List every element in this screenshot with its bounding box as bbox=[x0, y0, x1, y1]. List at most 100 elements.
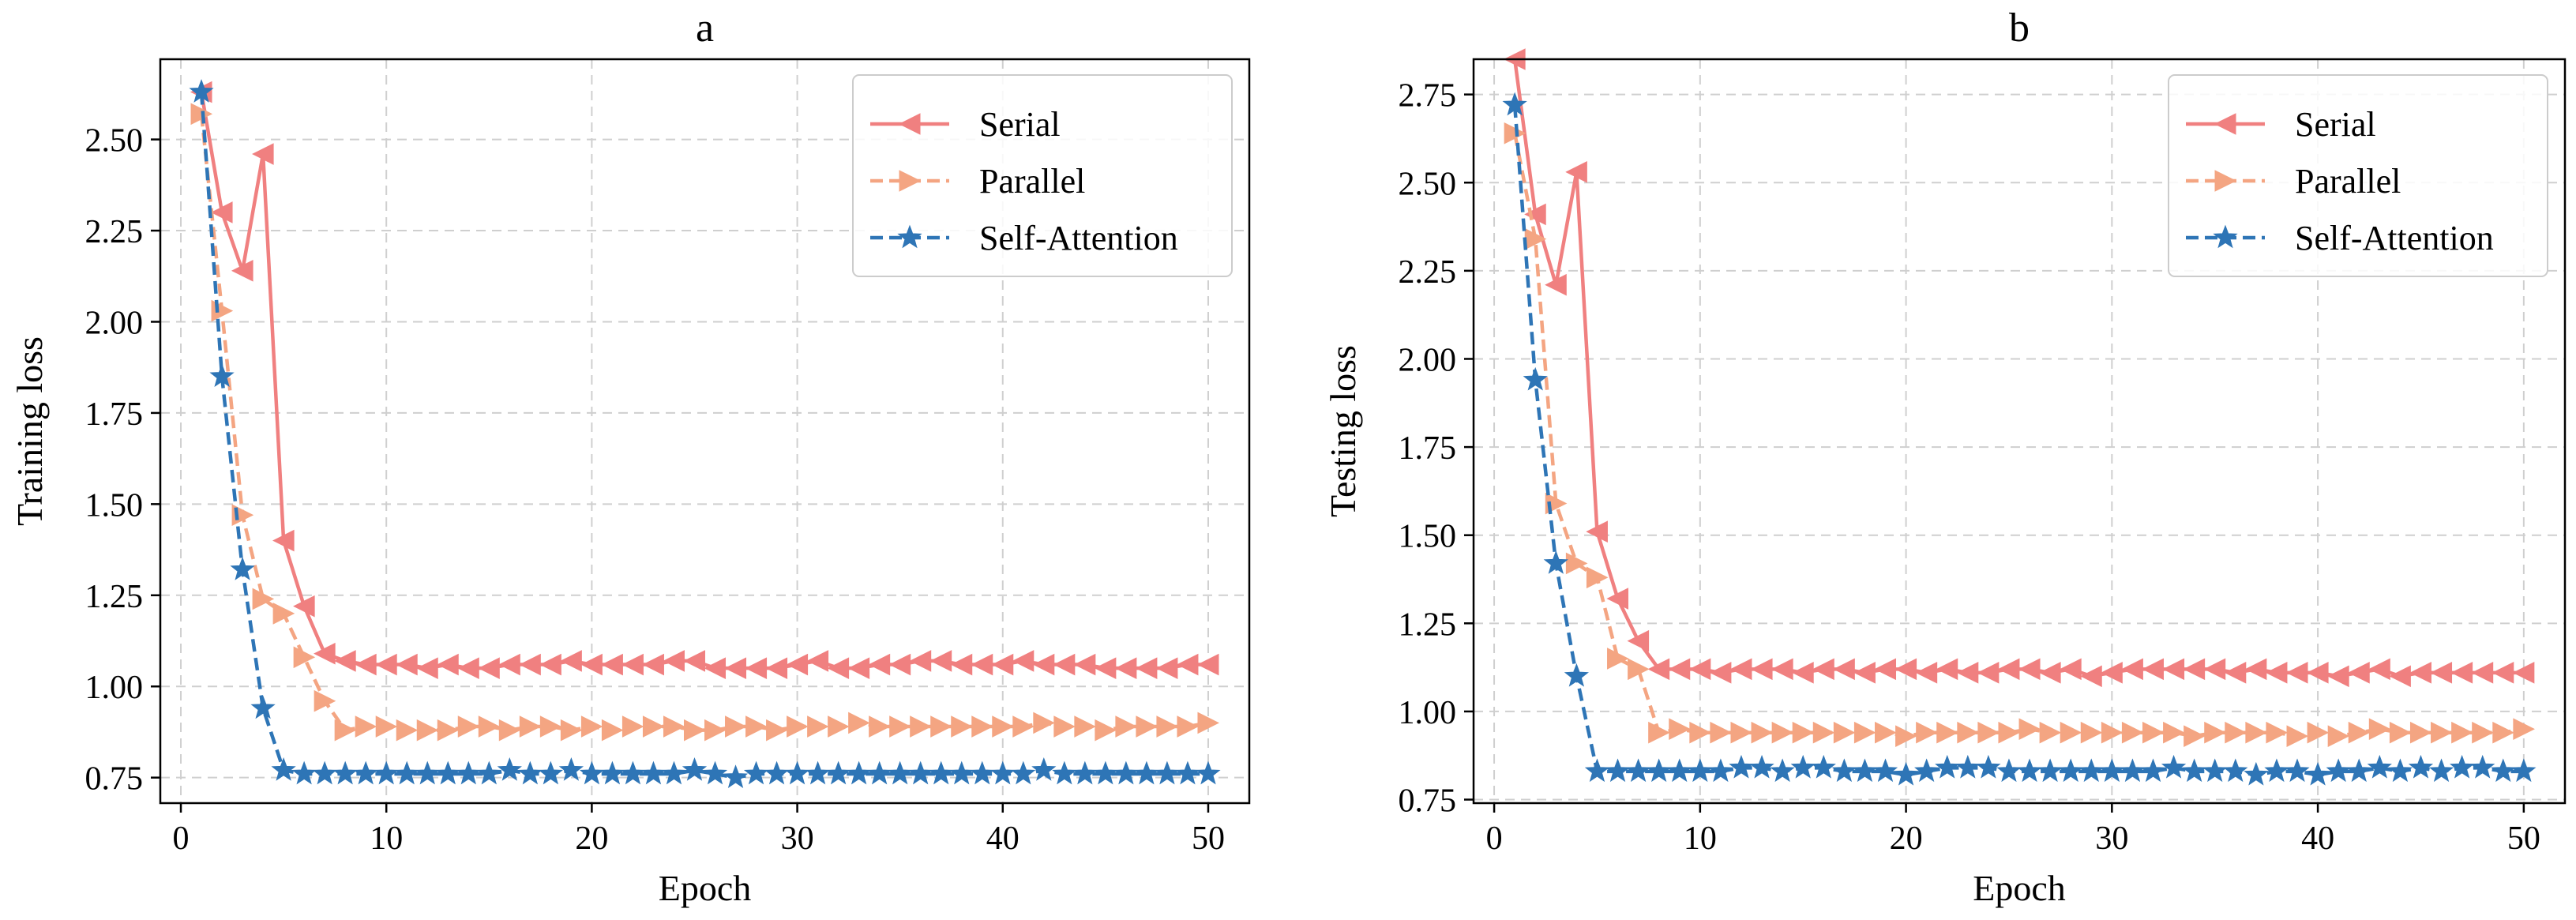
data-point bbox=[1935, 754, 1960, 779]
data-point bbox=[1997, 658, 2020, 681]
data-point bbox=[1936, 658, 1958, 681]
data-point bbox=[2225, 721, 2247, 744]
x-tick-label: 10 bbox=[370, 820, 403, 857]
data-point bbox=[416, 657, 438, 679]
y-tick-label: 2.50 bbox=[85, 123, 144, 160]
legend-label: Serial bbox=[2295, 105, 2376, 144]
data-point bbox=[663, 715, 685, 738]
data-point bbox=[497, 757, 522, 781]
data-point bbox=[2367, 754, 2392, 779]
data-point bbox=[704, 657, 727, 679]
data-point bbox=[2038, 662, 2061, 684]
data-point bbox=[457, 657, 479, 679]
x-tick-label: 30 bbox=[2095, 820, 2128, 857]
y-tick-label: 1.00 bbox=[1399, 695, 1457, 731]
data-point bbox=[1790, 754, 1816, 779]
data-point bbox=[1176, 653, 1199, 676]
data-point bbox=[396, 719, 419, 742]
data-point bbox=[2101, 662, 2123, 684]
data-point bbox=[2450, 662, 2473, 684]
data-point bbox=[1114, 657, 1137, 679]
data-point bbox=[375, 715, 398, 738]
data-point bbox=[888, 760, 913, 785]
data-point bbox=[2060, 721, 2082, 744]
x-tick-label: 0 bbox=[173, 820, 190, 857]
data-point bbox=[1957, 721, 1979, 744]
data-point bbox=[252, 588, 275, 610]
data-point bbox=[1751, 721, 1774, 744]
data-point bbox=[478, 715, 501, 738]
data-point bbox=[1565, 552, 1588, 575]
data-point bbox=[1523, 366, 1548, 391]
data-point bbox=[1710, 721, 1733, 744]
data-point bbox=[787, 715, 809, 738]
data-point bbox=[1831, 758, 1857, 783]
data-point bbox=[2409, 662, 2431, 684]
data-point bbox=[601, 719, 624, 742]
y-axis-label: Testing loss bbox=[1323, 345, 1363, 517]
data-point bbox=[683, 650, 705, 672]
data-point bbox=[888, 653, 911, 676]
data-point bbox=[2430, 662, 2453, 684]
data-point bbox=[2327, 725, 2350, 747]
x-tick-label: 20 bbox=[1890, 820, 1923, 857]
data-point bbox=[621, 715, 644, 738]
data-point bbox=[1011, 760, 1036, 785]
data-point bbox=[2203, 658, 2226, 681]
data-point bbox=[517, 760, 543, 785]
data-point bbox=[682, 757, 708, 781]
data-point bbox=[498, 719, 521, 742]
data-point bbox=[519, 715, 542, 738]
data-point bbox=[1502, 92, 1527, 116]
data-point bbox=[2183, 658, 2206, 681]
data-point bbox=[847, 657, 870, 679]
data-point bbox=[1155, 657, 1178, 679]
data-point bbox=[1135, 657, 1158, 679]
data-point bbox=[2306, 662, 2329, 684]
data-point bbox=[2285, 662, 2308, 684]
data-point bbox=[2245, 721, 2267, 744]
data-point bbox=[457, 715, 480, 738]
data-point bbox=[2265, 662, 2288, 684]
data-point bbox=[580, 653, 603, 676]
data-point bbox=[1073, 653, 1096, 676]
data-point bbox=[764, 760, 790, 785]
series-serial bbox=[190, 81, 1219, 679]
data-point bbox=[2431, 721, 2453, 744]
data-point bbox=[353, 760, 378, 785]
data-point bbox=[1627, 629, 1650, 652]
data-point bbox=[2451, 721, 2473, 744]
data-point bbox=[456, 760, 481, 785]
legend-marker bbox=[898, 113, 921, 135]
data-point bbox=[1196, 653, 1219, 676]
data-point bbox=[2389, 665, 2411, 688]
x-tick-label: 50 bbox=[2507, 820, 2540, 857]
data-point bbox=[599, 760, 625, 785]
data-point bbox=[1524, 203, 1546, 226]
data-point bbox=[950, 653, 973, 676]
y-tick-label: 2.25 bbox=[85, 214, 144, 250]
data-point bbox=[2058, 758, 2083, 783]
data-point bbox=[2348, 721, 2371, 744]
data-point bbox=[271, 757, 296, 781]
data-point bbox=[293, 595, 315, 618]
data-point bbox=[2264, 758, 2289, 783]
data-point bbox=[437, 719, 460, 742]
plot-frame bbox=[1472, 58, 2567, 805]
data-point bbox=[1792, 662, 1814, 684]
data-point bbox=[807, 715, 829, 738]
y-axis-label: Training loss bbox=[9, 336, 50, 526]
data-point bbox=[375, 653, 397, 676]
data-point bbox=[2471, 662, 2494, 684]
data-point bbox=[2428, 758, 2454, 783]
y-tick-label: 2.75 bbox=[1399, 78, 1457, 115]
data-point bbox=[1564, 663, 1589, 687]
y-tick-label: 1.75 bbox=[1399, 430, 1457, 467]
data-point bbox=[230, 557, 255, 580]
x-tick-label: 40 bbox=[986, 820, 1020, 857]
data-point bbox=[250, 695, 276, 719]
data-point bbox=[970, 760, 995, 785]
data-point bbox=[1565, 161, 1587, 183]
data-point bbox=[1052, 760, 1077, 785]
